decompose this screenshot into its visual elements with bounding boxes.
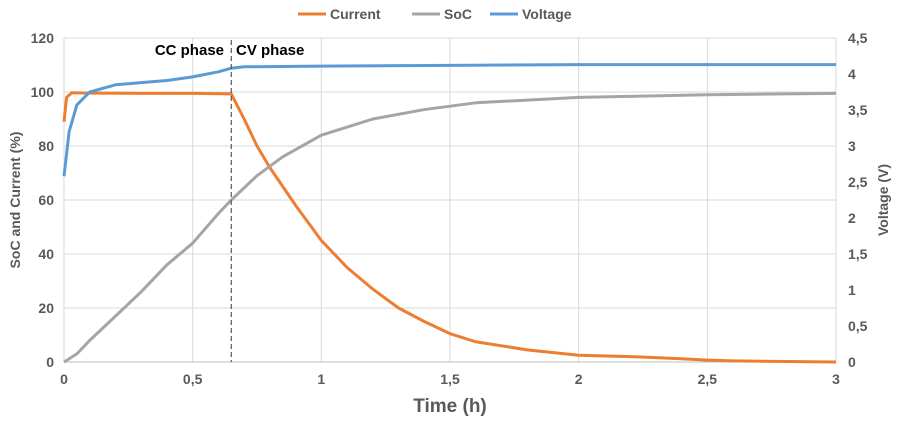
y-tick-label: 80: [38, 138, 54, 154]
y-tick-label: 60: [38, 192, 54, 208]
x-tick-label: 0,5: [183, 371, 203, 387]
y2-tick-label: 3: [848, 138, 856, 154]
y2-tick-label: 4: [848, 66, 856, 82]
legend-label-voltage: Voltage: [522, 6, 572, 22]
x-tick-label: 0: [60, 371, 68, 387]
legend: Current SoC Voltage: [298, 6, 572, 22]
x-tick-label: 1: [317, 371, 325, 387]
y2-tick-label: 1: [848, 282, 856, 298]
y-axis-label: SoC and Current (%): [7, 132, 23, 269]
series-line-current: [62, 91, 837, 364]
y2-tick-label: 0,5: [848, 318, 868, 334]
legend-label-soc: SoC: [444, 6, 472, 22]
y-tick-label: 120: [31, 30, 55, 46]
x-tick-label: 2,5: [698, 371, 718, 387]
series: [62, 63, 837, 364]
y-tick-label: 40: [38, 246, 54, 262]
y2-tick-label: 1,5: [848, 246, 868, 262]
x-tick-label: 3: [832, 371, 840, 387]
series-line-voltage: [62, 63, 836, 177]
y2-tick-label: 3,5: [848, 102, 868, 118]
y2-tick-label: 2,5: [848, 174, 868, 190]
grid: [63, 37, 837, 363]
x-tick-label: 2: [575, 371, 583, 387]
annotation-cv-phase: CV phase: [236, 42, 304, 59]
y-tick-label: 100: [31, 84, 55, 100]
legend-label-current: Current: [330, 6, 381, 22]
y2-tick-label: 0: [848, 354, 856, 370]
x-axis-label: Time (h): [413, 396, 487, 417]
annotation-cc-phase: CC phase: [155, 42, 224, 59]
y-tick-label: 0: [46, 354, 54, 370]
y2-tick-label: 2: [848, 210, 856, 226]
y2-axis-label: Voltage (V): [875, 164, 891, 236]
ticks: 0 0,5 1 1,5 2 2,5 302040608010012000,511,522,5…: [31, 30, 868, 387]
y2-tick-label: 4,5: [848, 30, 868, 46]
series-line-soc: [63, 91, 837, 364]
x-tick-label: 1,5: [440, 371, 460, 387]
y-tick-label: 20: [38, 300, 54, 316]
